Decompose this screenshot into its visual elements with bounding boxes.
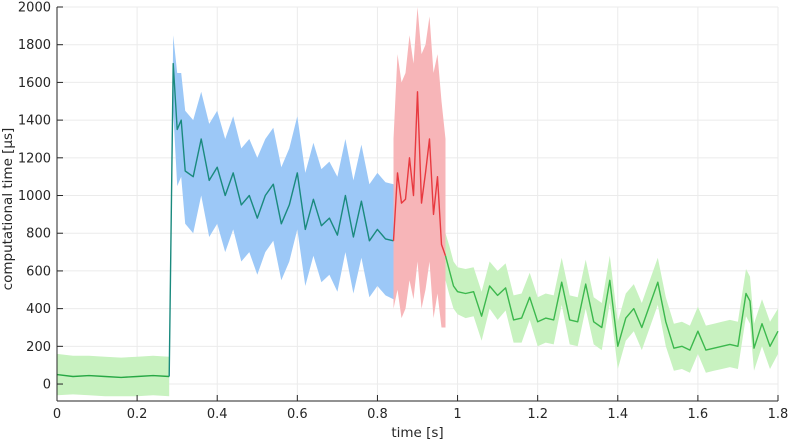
y-tick-label: 1800 xyxy=(18,38,51,53)
x-tick-label: 0 xyxy=(53,407,61,422)
series-lines xyxy=(56,62,779,379)
y-tick-label: 1600 xyxy=(18,76,51,91)
x-tick-label: 1 xyxy=(453,407,461,422)
x-tick-label: 1.8 xyxy=(768,407,789,422)
y-tick-label: 1000 xyxy=(18,189,51,204)
x-axis-label: time [s] xyxy=(391,425,443,441)
series-1-band xyxy=(57,353,170,397)
series-2-line xyxy=(168,62,394,377)
series-2-band xyxy=(169,35,394,385)
series-4-line xyxy=(444,255,779,351)
y-tick-label: 1200 xyxy=(18,151,51,166)
x-tick-label: 1.2 xyxy=(527,407,548,422)
axes xyxy=(56,6,779,402)
confidence-bands xyxy=(57,7,778,397)
x-tick-labels: 0 0.2 0.4 0.6 0.8 1 1.2 1.4 1.6 1.8 xyxy=(53,407,788,422)
x-tick-label: 0.6 xyxy=(287,407,308,422)
y-tick-label: 2000 xyxy=(18,1,51,16)
x-tick-label: 1.4 xyxy=(607,407,628,422)
y-tick-labels: 0 200 400 600 800 1000 1200 1400 1600 1800 2000 xyxy=(18,1,51,393)
x-tick-label: 1.6 xyxy=(688,407,709,422)
y-tick-label: 400 xyxy=(26,302,51,317)
x-tick-label: 0.2 xyxy=(127,407,148,422)
y-tick-label: 600 xyxy=(26,264,51,279)
y-axis-label: computational time [μs] xyxy=(0,128,16,291)
series-1-line xyxy=(56,373,170,379)
x-tick-label: 0.4 xyxy=(207,407,228,422)
y-tick-label: 0 xyxy=(43,378,51,393)
series-4-band xyxy=(445,233,778,373)
y-tick-label: 200 xyxy=(26,340,51,355)
series-3-band xyxy=(393,7,446,328)
y-tick-label: 800 xyxy=(26,227,51,242)
series-3-line xyxy=(392,91,447,257)
y-tick-label: 1400 xyxy=(18,114,51,129)
x-tick-label: 0.8 xyxy=(367,407,388,422)
